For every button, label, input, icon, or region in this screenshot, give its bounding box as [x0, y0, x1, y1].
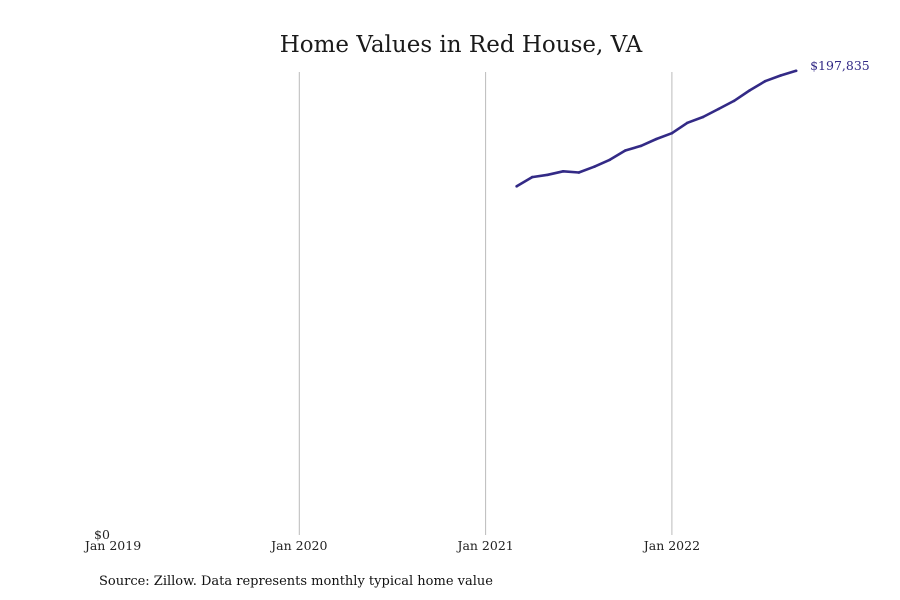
gridlines — [298, 72, 673, 535]
source-note: Source: Zillow. Data represents monthly … — [99, 574, 493, 589]
data-point-2022-09 — [794, 69, 798, 73]
data-point-2022-04 — [717, 107, 720, 111]
x-tick-label-2019-01: Jan 2019 — [83, 538, 141, 553]
data-point-2021-06 — [561, 170, 565, 173]
y-axis-ticks: $0 — [94, 527, 110, 542]
data-point-2021-05 — [546, 173, 549, 177]
data-point-2022-08 — [779, 74, 782, 77]
data-point-2022-03 — [701, 115, 705, 119]
data-point-2021-07 — [577, 171, 581, 174]
y-tick-label-0: $0 — [94, 527, 110, 542]
x-tick-label-2022-01: Jan 2022 — [642, 538, 700, 553]
data-point-2022-05 — [732, 99, 736, 103]
data-point-2021-12 — [655, 137, 658, 141]
x-tick-label-2021-01: Jan 2021 — [455, 538, 513, 553]
data-point-2022-07 — [763, 79, 767, 83]
data-point-2021-04 — [530, 175, 534, 179]
data-point-2021-11 — [639, 144, 643, 148]
end-value-label: $197,835 — [810, 58, 870, 73]
chart-title: Home Values in Red House, VA — [280, 32, 643, 58]
end-labels: $197,835 — [810, 58, 870, 73]
data-point-2021-03 — [515, 185, 518, 188]
data-point-2022-02 — [686, 121, 689, 125]
data-point-2021-10 — [624, 149, 627, 152]
data-point-2021-09 — [608, 158, 612, 162]
series-line-0 — [515, 69, 798, 188]
data-point-2021-08 — [593, 165, 596, 168]
data-point-2022-06 — [748, 89, 751, 92]
series-group — [515, 69, 798, 188]
x-tick-label-2020-01: Jan 2020 — [269, 538, 327, 553]
x-axis-ticks: Jan 2019 Jan 2020 Jan 2021 Jan 2022 — [83, 538, 700, 553]
data-point-2022-01 — [670, 131, 674, 135]
